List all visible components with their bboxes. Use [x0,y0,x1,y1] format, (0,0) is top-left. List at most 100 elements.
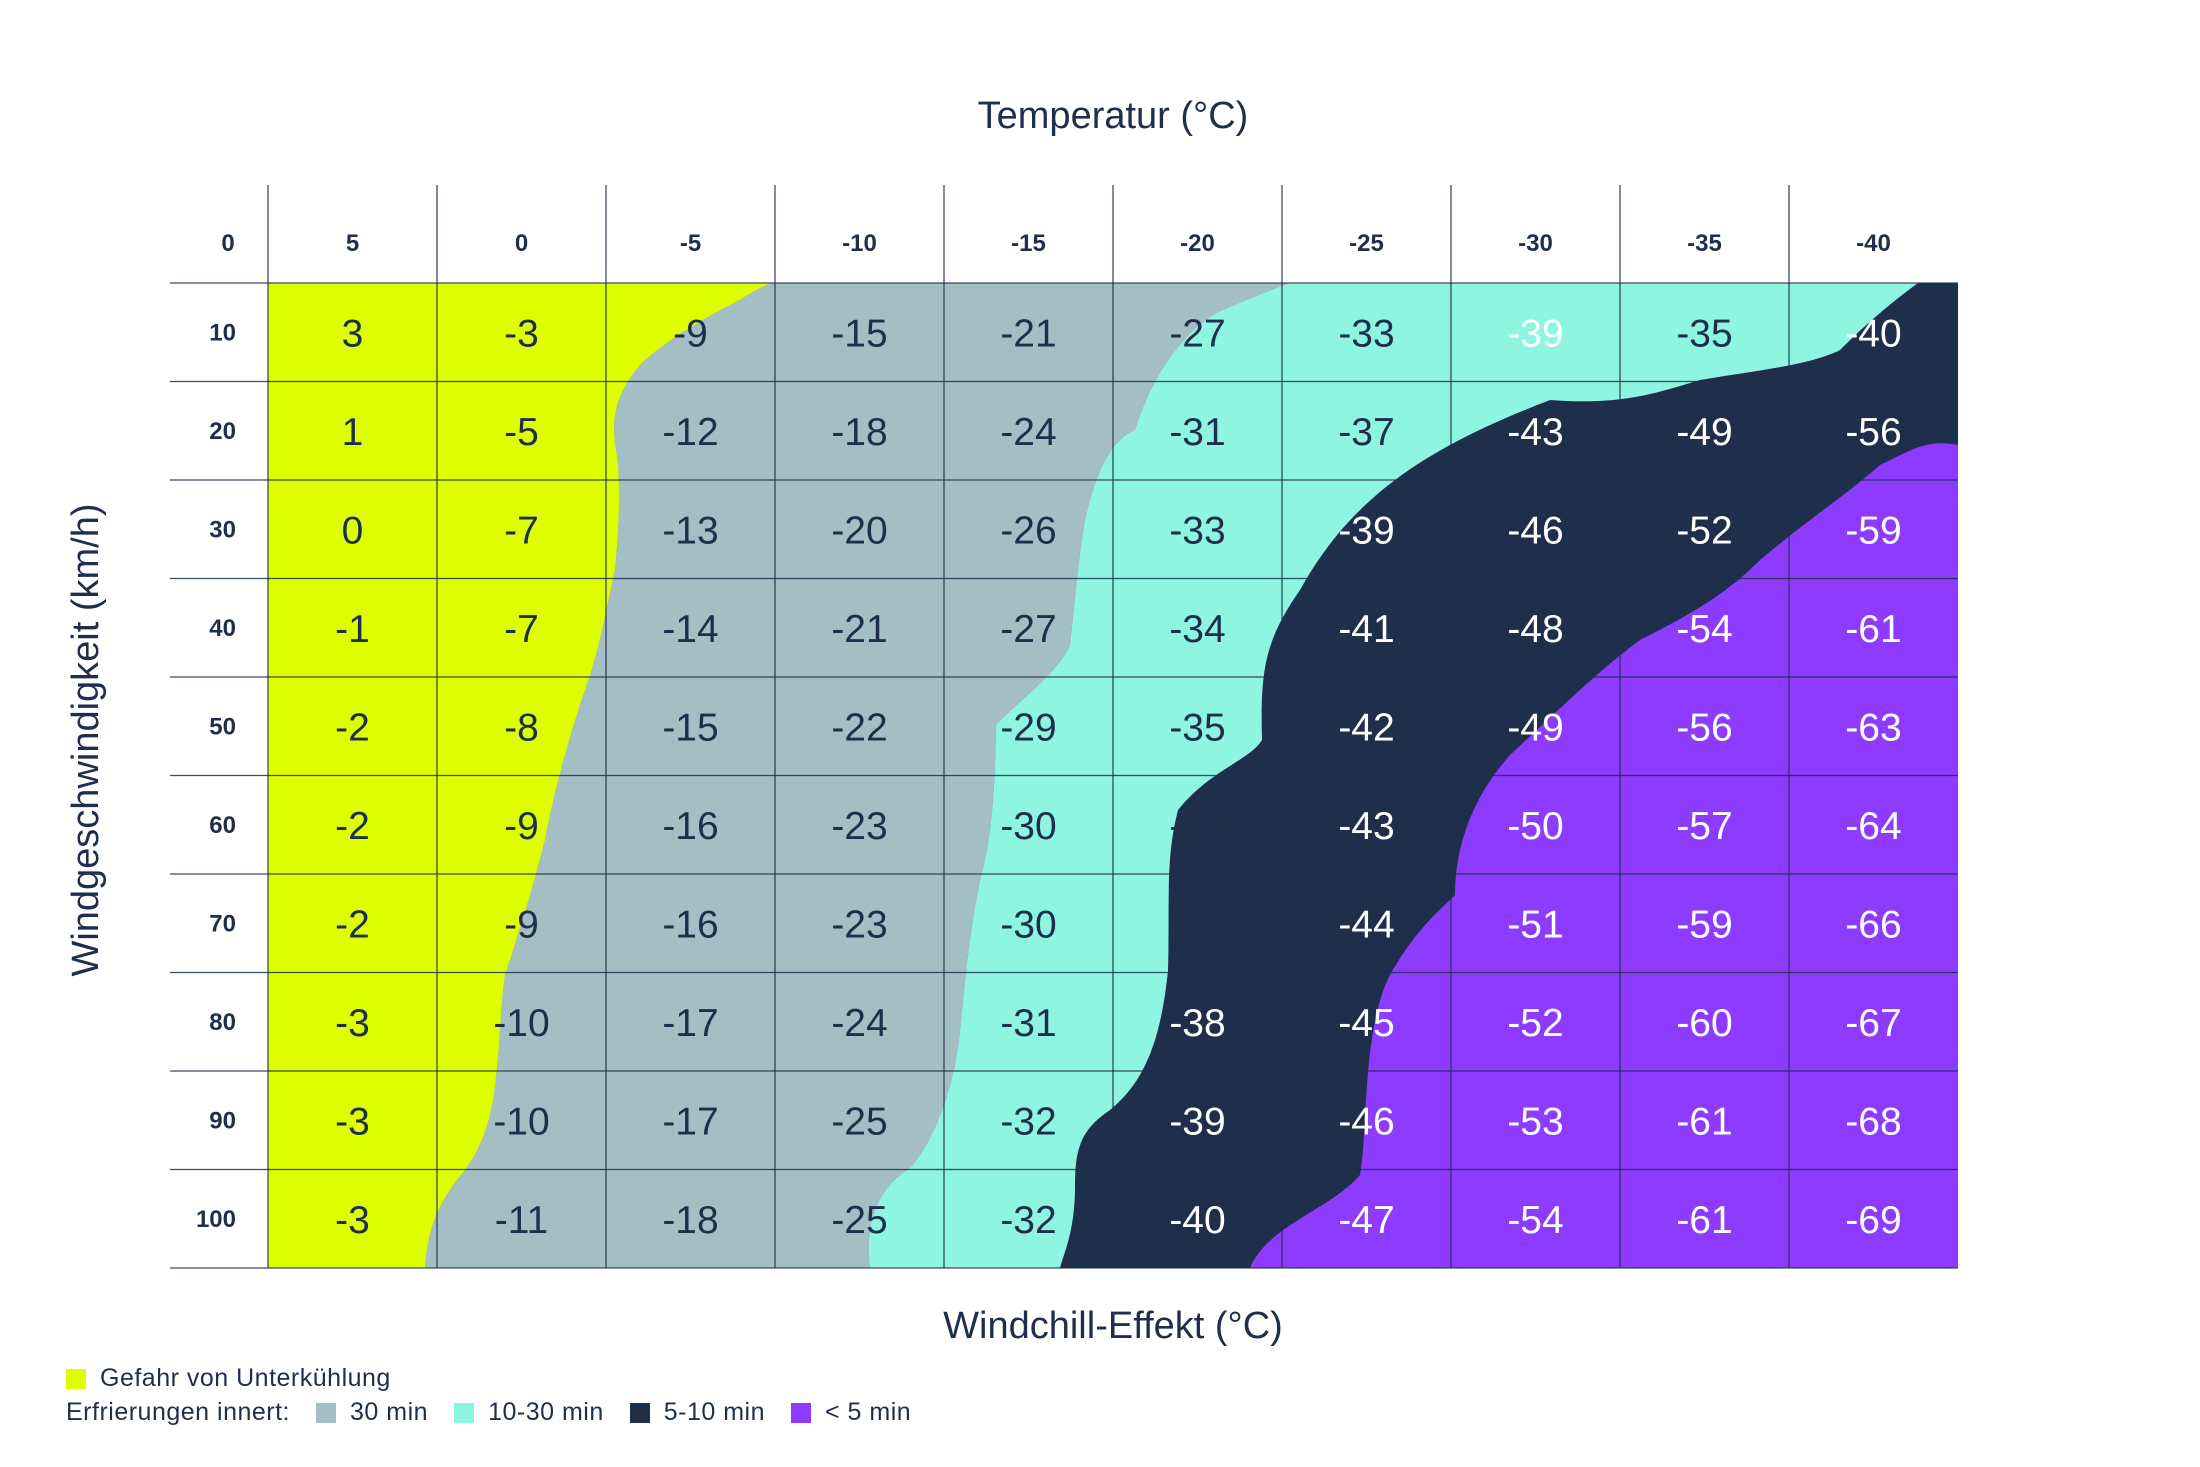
value-cell: -69 [1845,1199,1901,1242]
value-cell: -26 [1000,509,1056,552]
temperature-tick-label: -5 [680,230,701,257]
legend-swatch-under-5min [791,1402,811,1423]
value-cell: -3 [504,312,539,355]
temperature-tick-label: -40 [1856,230,1891,257]
value-cell: -31 [1000,1002,1056,1045]
value-cell: -17 [662,1002,718,1045]
x-axis-label: Windchill-Effekt (°C) [943,1305,1283,1347]
value-cell: -53 [1507,1100,1563,1143]
temperature-tick-label: -30 [1518,230,1553,257]
value-cell: -30 [1000,903,1056,946]
value-cell: -42 [1338,706,1394,749]
value-cell: -27 [1169,312,1225,355]
value-cell: -34 [1169,608,1225,651]
value-cell: -35 [1676,312,1732,355]
value-cell: -31 [1169,411,1225,454]
value-cell: -18 [662,1199,718,1242]
legend-row-hypothermia: Gefahr von Unterkühlung [66,1364,391,1393]
value-cell: -15 [831,312,887,355]
temperature-tick-label: -35 [1687,230,1722,257]
wind-speed-tick-label: 80 [209,1009,236,1036]
value-cell: -7 [504,608,539,651]
value-cell: 1 [342,411,364,454]
temperature-tick-label: 5 [346,230,359,257]
legend-prefix: Erfrierungen innert: [66,1398,291,1426]
value-cell: -24 [1000,411,1056,454]
chart-title: Temperatur (°C) [978,95,1249,137]
value-cell: -11 [495,1199,548,1242]
value-cell: -39 [1338,509,1394,552]
wind-speed-headers: 10 20 30 40 50 60 70 80 90 100 [196,319,236,1233]
zone-10-30min [868,283,1918,1268]
value-cell: -2 [335,805,370,848]
legend-label-30min: 30 min [350,1398,429,1426]
value-cell: -60 [1676,1002,1732,1045]
wind-speed-tick-label: 90 [209,1107,236,1134]
temperature-tick-label: -25 [1349,230,1384,257]
value-cell: -49 [1676,411,1732,454]
value-cell: -38 [1169,1002,1225,1045]
temperature-tick-label: -10 [842,230,877,257]
value-cell: -41 [1338,608,1394,651]
value-cell: -44 [1338,903,1394,946]
value-cell: -30 [1000,805,1056,848]
value-cell: -5 [504,411,539,454]
wind-speed-tick-label: 20 [209,418,236,445]
legend-swatch-5-10min [629,1402,650,1423]
value-cell: -40 [1169,1199,1225,1242]
temperature-tick-label: 0 [515,230,528,257]
temperature-headers: 5 0 -5 -10 -15 -20 -25 -30 -35 -40 [346,230,1891,257]
value-cell: -32 [1000,1199,1056,1242]
value-cell: -40 [1845,312,1901,355]
value-cell: -9 [504,805,539,848]
legend-swatch-hypothermia [66,1368,86,1389]
value-cell: -25 [831,1199,887,1242]
value-cell: -59 [1676,903,1732,946]
value-cell: -9 [673,312,708,355]
corner-label: 0 [221,230,234,257]
legend-label-10-30min: 10-30 min [488,1398,604,1426]
value-cell: -23 [831,805,887,848]
value-cell: -46 [1338,1100,1394,1143]
value-cell: -33 [1169,509,1225,552]
value-cell: 3 [342,312,364,355]
value-cell: -16 [662,903,718,946]
value-cell: -2 [335,903,370,946]
value-cell: -17 [662,1100,718,1143]
value-cells: 3 -3 -9 -15 -21 -27 -33 -39 -35 -40 1 -5 -12 -18 -24 -3… [335,312,1902,1242]
value-cell: -37 [1169,805,1225,848]
value-cell: -47 [1338,1199,1394,1242]
wind-speed-tick-label: 60 [209,812,236,839]
value-cell: -29 [1000,706,1056,749]
value-cell: -56 [1845,411,1901,454]
value-cell: -33 [1338,312,1394,355]
temperature-tick-label: -15 [1011,230,1046,257]
value-cell: -3 [335,1002,370,1045]
value-cell: -10 [493,1100,549,1143]
value-cell: -37 [1338,411,1394,454]
value-cell: -3 [335,1100,370,1143]
wind-speed-tick-label: 30 [209,516,236,543]
value-cell: -52 [1676,509,1732,552]
value-cell: -56 [1676,706,1732,749]
value-cell: -43 [1338,805,1394,848]
value-cell: -8 [504,706,539,749]
value-cell: -3 [335,1199,370,1242]
legend-row-frostbite: Erfrierungen innert: 30 min 10-30 min 5-… [66,1398,911,1427]
legend-swatch-10-30min [454,1402,475,1423]
value-cell: -67 [1845,1002,1901,1045]
value-cell: -32 [1000,1100,1056,1143]
value-cell: -64 [1845,805,1901,848]
value-cell: -20 [831,509,887,552]
value-cell: -54 [1676,608,1732,651]
value-cell: -59 [1845,509,1901,552]
legend-swatch-30min [316,1402,337,1423]
value-cell: -23 [831,903,887,946]
value-cell: -18 [831,411,887,454]
value-cell: -10 [493,1002,549,1045]
temperature-tick-label: -20 [1180,230,1215,257]
value-cell: -12 [662,411,718,454]
value-cell: -2 [335,706,370,749]
value-cell: 0 [342,509,364,552]
